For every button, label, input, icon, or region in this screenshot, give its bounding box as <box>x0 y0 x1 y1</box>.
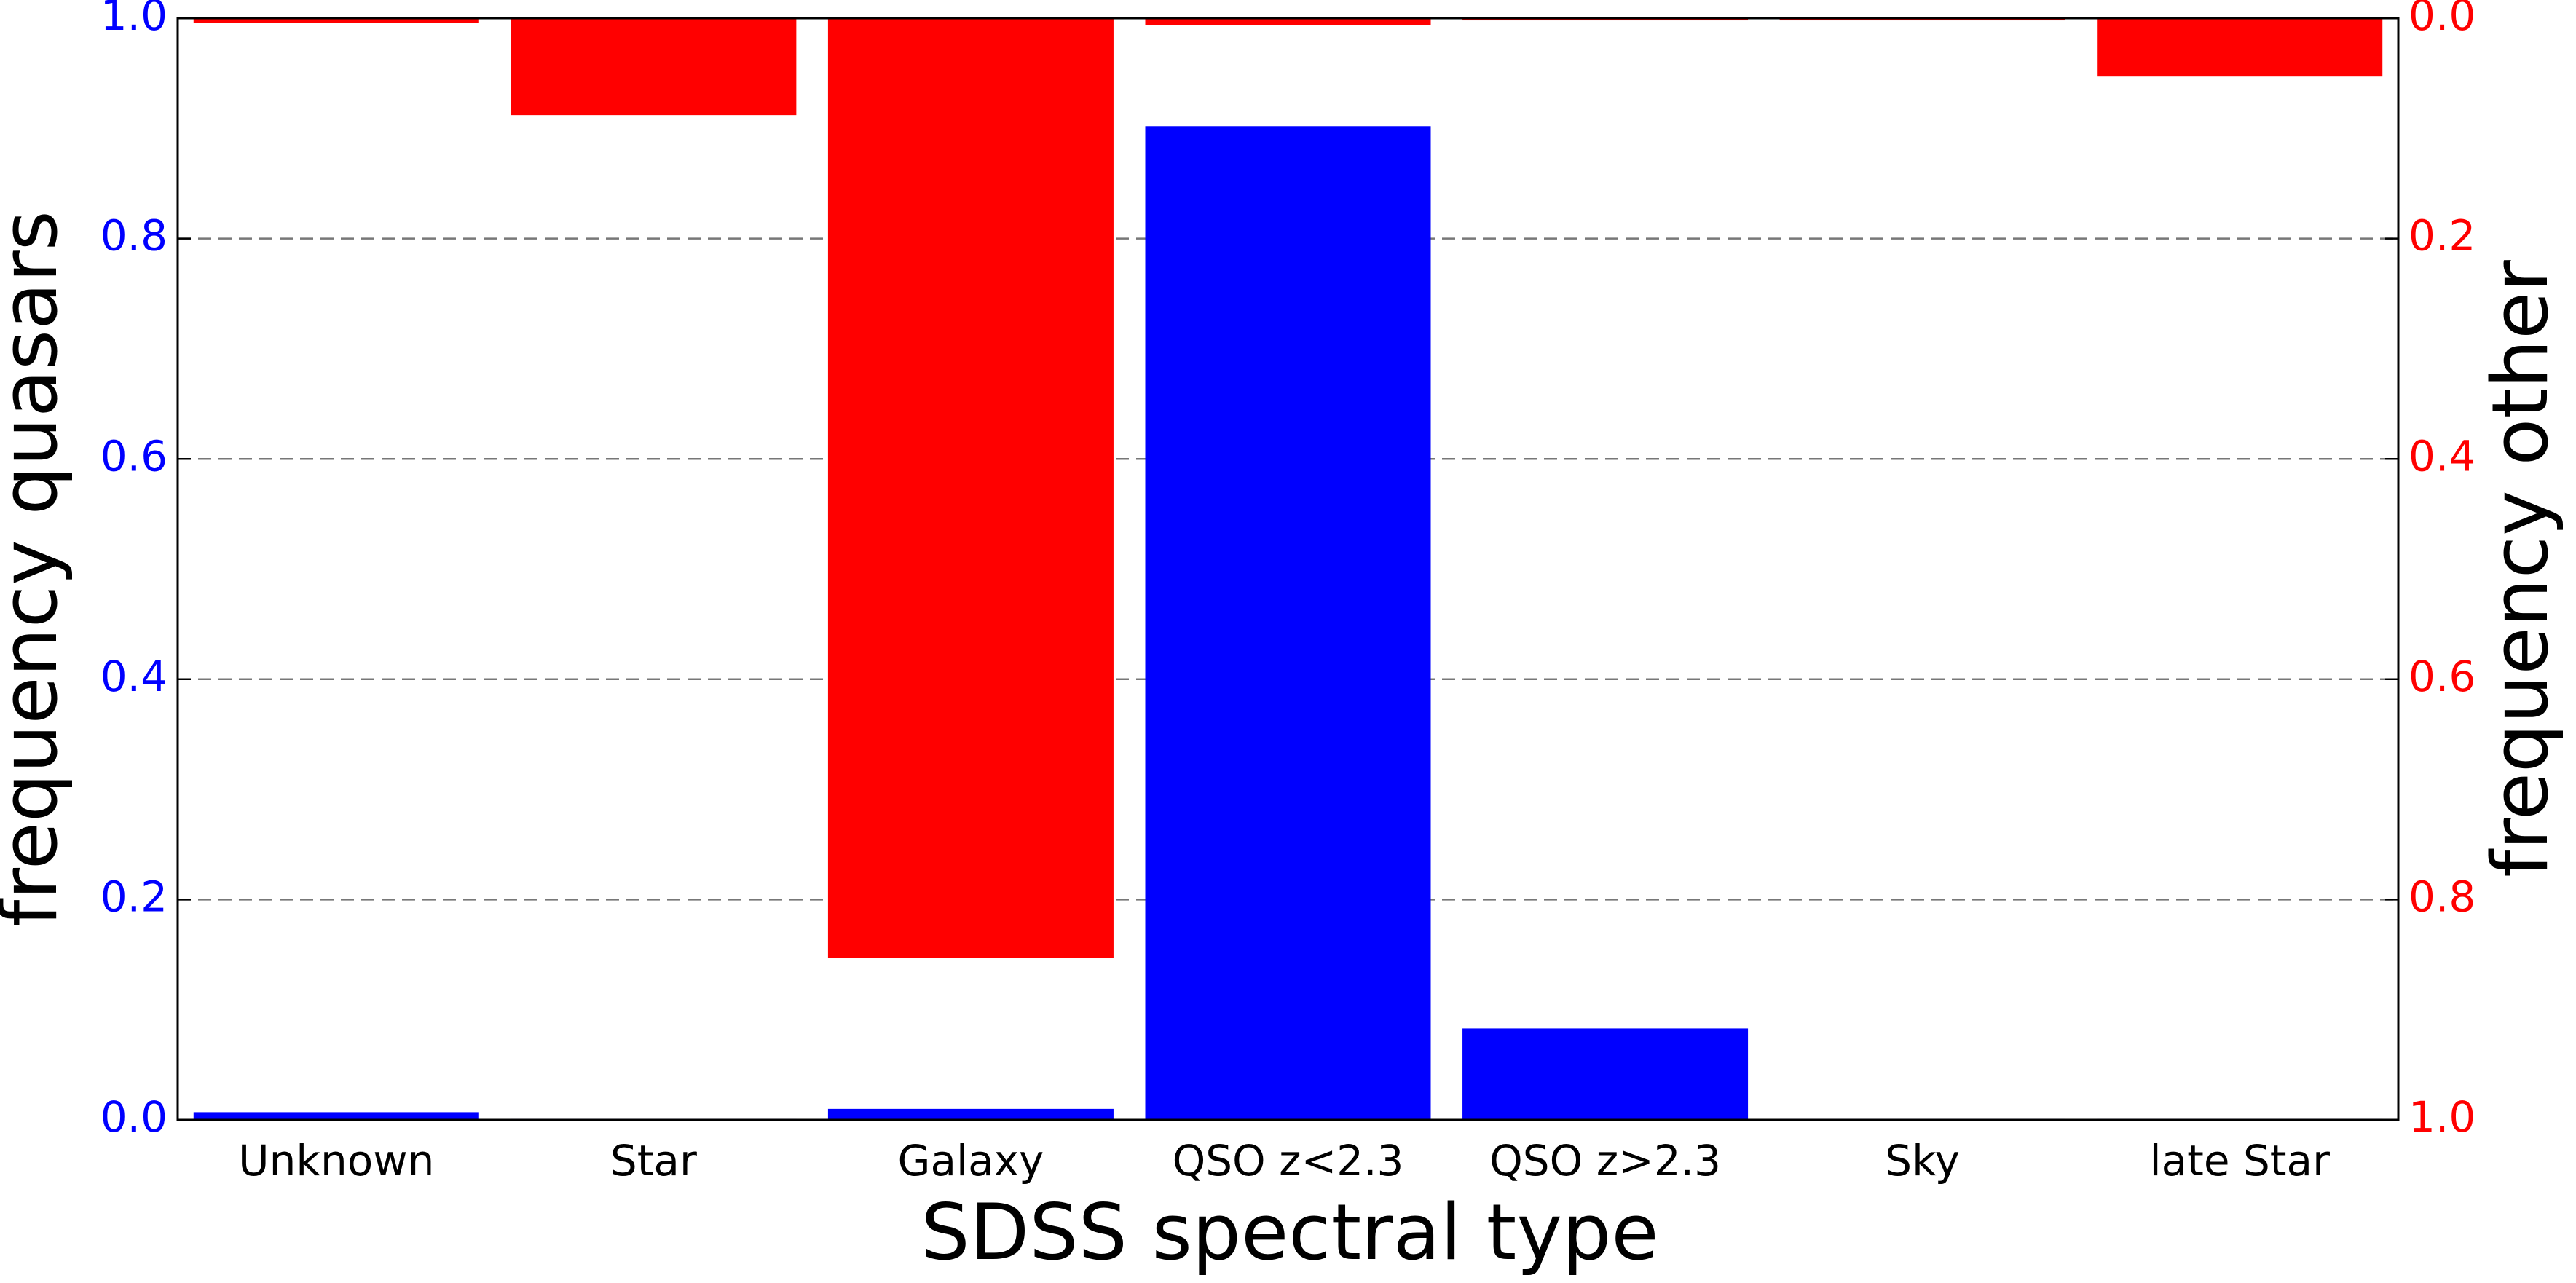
y2-tick-label: 0.8 <box>2408 872 2475 922</box>
bar <box>2097 18 2383 77</box>
x-axis-label: SDSS spectral type <box>921 1188 1658 1277</box>
x-tick-label: Star <box>610 1136 697 1185</box>
x-tick-label: late Star <box>2149 1136 2330 1185</box>
y-tick-label: 0.2 <box>101 872 168 922</box>
y2-tick-label: 1.0 <box>2408 1092 2475 1142</box>
y-tick-label: 0.8 <box>101 211 168 261</box>
y-axis-label: frequency quasars <box>0 210 74 927</box>
y2-tick-label: 0.4 <box>2408 431 2475 481</box>
x-tick-label: QSO z>2.3 <box>1489 1136 1721 1185</box>
plot-frame <box>176 17 2400 1121</box>
bar <box>827 18 1114 958</box>
bar <box>827 1108 1114 1120</box>
y2-axis-label: frequency other <box>2475 260 2565 877</box>
x-tick-label: Unknown <box>238 1136 434 1185</box>
y-tick-label: 0.4 <box>101 652 168 701</box>
x-tick-label: Sky <box>1885 1136 1960 1185</box>
x-tick-label: QSO z<2.3 <box>1173 1136 1404 1185</box>
x-tick-label: Galaxy <box>898 1136 1044 1185</box>
y-tick-label: 0.6 <box>101 431 168 481</box>
y-tick-label: 0.0 <box>101 1092 168 1142</box>
bar <box>1462 1028 1749 1120</box>
bar <box>1779 18 2065 21</box>
bar <box>511 18 797 116</box>
y2-tick-label: 0.0 <box>2408 0 2475 40</box>
bar <box>193 18 479 23</box>
bar <box>1462 18 1749 21</box>
bar <box>1145 18 1431 25</box>
bar <box>1145 126 1431 1120</box>
bar <box>193 1112 479 1120</box>
y2-tick-label: 0.2 <box>2408 211 2475 261</box>
y-tick-label: 1.0 <box>101 0 168 40</box>
y2-tick-label: 0.6 <box>2408 652 2475 701</box>
